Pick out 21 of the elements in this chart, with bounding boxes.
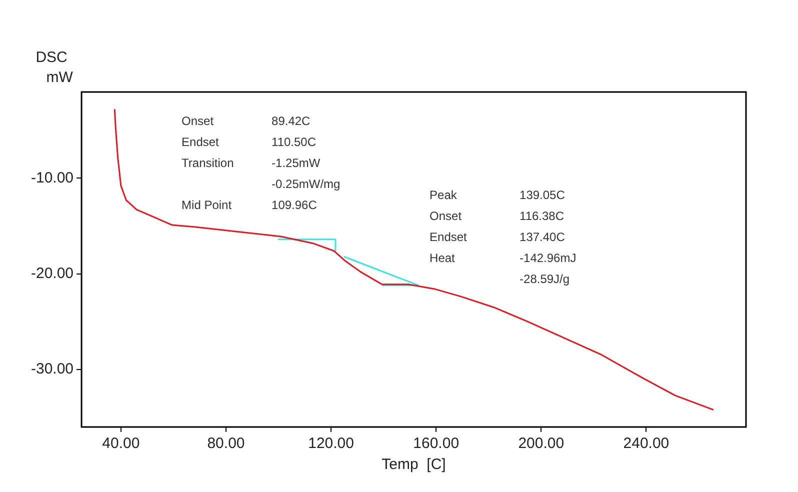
y-tick-label: -10.00 xyxy=(30,169,74,186)
y-tick-label: -20.00 xyxy=(30,265,74,282)
text: Onset 89.42C xyxy=(182,114,310,128)
x-tick-label: 240.00 xyxy=(623,435,670,452)
x-axis-title: Temp [C] xyxy=(382,456,446,474)
x-tick-label: 160.00 xyxy=(413,435,460,452)
x-tick-label: 80.00 xyxy=(207,435,245,452)
text: Endset 110.50C xyxy=(182,135,316,149)
text: Onset 116.38C xyxy=(430,209,564,223)
y-axis-title: DSC mW xyxy=(36,49,74,86)
x-tick-label: 40.00 xyxy=(102,435,140,452)
text: Mid Point 109.96C xyxy=(182,198,317,212)
text: Peak 139.05C xyxy=(430,188,565,202)
annotation: -0.25mW/mg xyxy=(272,177,340,191)
y-tick-label: -30.00 xyxy=(30,360,74,378)
text: Heat -142.96mJ xyxy=(430,251,576,265)
x-tick-label: 120.00 xyxy=(308,435,354,452)
annotation: -28.59J/g xyxy=(520,272,570,286)
text: Transition -1.25mW xyxy=(182,156,320,170)
x-tick-label: 200.00 xyxy=(518,435,564,452)
text: Endset 137.40C xyxy=(430,230,565,244)
